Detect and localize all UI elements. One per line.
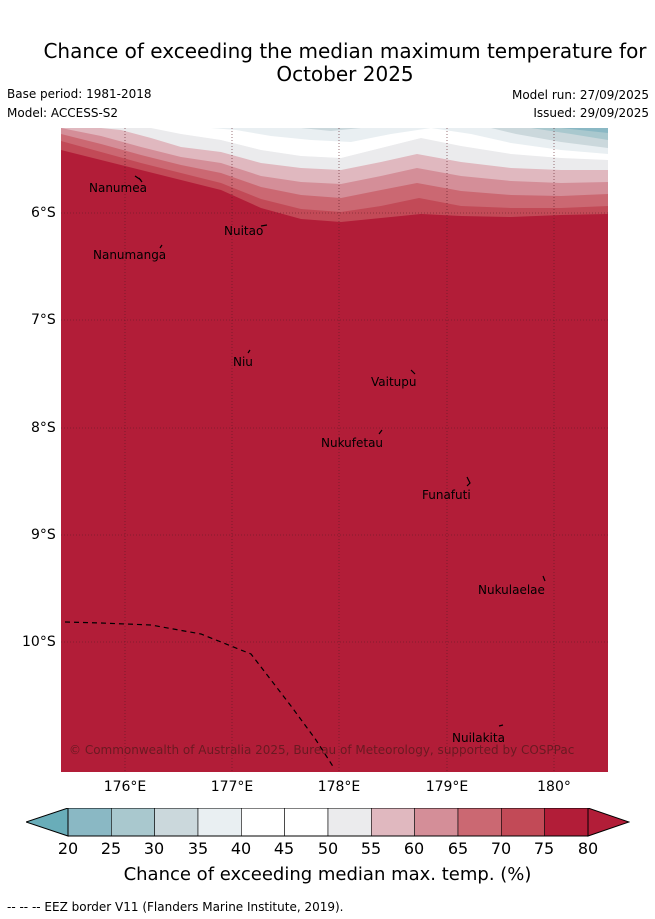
lon-tick-177e: 177°E [210, 779, 254, 795]
island-label-niu: Niu [233, 355, 253, 369]
island-shape-nuilakita [498, 724, 504, 727]
island-label-nukulaelae: Nukulaelae [478, 583, 545, 597]
colorbar-cell-75-80 [544, 808, 589, 837]
colorbar-cell-50-55 [327, 808, 372, 837]
colorbar-low-extension [26, 808, 69, 837]
colorbar-cell-45-50 [284, 808, 329, 837]
colorbar-cell-55-60 [371, 808, 415, 837]
colorbar-tick-60: 60 [403, 839, 425, 858]
model-run-date: Model run: 27/09/2025 [511, 88, 649, 102]
copyright-notice: © Commonwealth of Australia 2025, Bureau… [69, 743, 575, 757]
colorbar-tick-65: 65 [447, 839, 469, 858]
colorbar-tick-20: 20 [57, 839, 79, 858]
band-35 [531, 128, 608, 140]
island-label-nuitao: Nuitao [224, 224, 264, 238]
island-shape-nukulaelae [542, 575, 546, 582]
band-30 [561, 128, 608, 133]
colorbar-tick-35: 35 [187, 839, 209, 858]
colorbar-high-extension [587, 808, 630, 837]
lon-tick-178e: 178°E [317, 779, 361, 795]
title-line-2: October 2025 [276, 62, 414, 86]
colorbar-tick-75: 75 [533, 839, 555, 858]
colorbar-cell-40-45 [241, 808, 285, 837]
island-shape-funafuti [466, 476, 471, 487]
colorbar [26, 808, 630, 837]
island-shape-niu [247, 349, 251, 354]
colorbar-tick-50: 50 [317, 839, 339, 858]
colorbar-label: Chance of exceeding median max. temp. (%… [123, 864, 532, 885]
colorbar-outline [67, 808, 589, 837]
issued-date: Issued: 29/09/2025 [533, 106, 649, 120]
lon-tick-179e: 179°E [425, 779, 469, 795]
eez-footnote: -- -- -- EEZ border V11 (Flanders Marine… [7, 900, 344, 914]
island-label-nanumanga: Nanumanga [93, 248, 167, 262]
graticule [61, 128, 608, 772]
colorbar-cells [67, 808, 589, 837]
lat-tick-8s: 8°S [31, 420, 56, 436]
lat-tick-10s: 10°S [22, 634, 56, 650]
colorbar-cell-60-65 [414, 808, 459, 837]
colorbar-tick-40: 40 [230, 839, 252, 858]
lat-tick-6s: 6°S [31, 205, 56, 221]
chart-title: Chance of exceeding the median maximum t… [0, 40, 655, 86]
band-80 [61, 128, 608, 772]
island-shape-nuitao [260, 224, 268, 227]
colorbar-cell-30-35 [154, 808, 199, 837]
eez-border [64, 621, 335, 769]
title-line-1: Chance of exceeding the median maximum t… [43, 39, 647, 63]
island-shapes [134, 175, 546, 727]
base-period: Base period: 1981-2018 [7, 87, 152, 101]
island-shape-nukufetau [378, 429, 383, 435]
colorbar-tick-80: 80 [577, 839, 599, 858]
band-45 [211, 128, 608, 154]
colorbar-cell-65-70 [457, 808, 502, 837]
map-panel [61, 128, 608, 772]
model-name: Model: ACCESS-S2 [7, 106, 119, 120]
island-shape-nanumanga [159, 244, 163, 249]
island-label-nuilakita: Nuilakita [452, 731, 505, 745]
colorbar-cell-20-25 [67, 808, 112, 837]
colorbar-tick-45: 45 [273, 839, 295, 858]
island-label-vaitupu: Vaitupu [371, 375, 417, 389]
colorbar-tick-55: 55 [360, 839, 382, 858]
island-label-nukufetau: Nukufetau [321, 436, 384, 450]
colorbar-tick-30: 30 [143, 839, 165, 858]
probability-map [61, 128, 608, 772]
colorbar-tick-25: 25 [100, 839, 122, 858]
island-label-nanumea: Nanumea [89, 181, 147, 195]
lat-tick-7s: 7°S [31, 312, 56, 328]
island-shape-nanumea [134, 175, 143, 183]
lon-tick-176e: 176°E [103, 779, 147, 795]
band-40 [261, 128, 608, 148]
colorbar-tick-70: 70 [490, 839, 512, 858]
colorbar-cell-35-40 [197, 808, 242, 837]
lon-tick-180: 180° [537, 779, 571, 795]
island-label-funafuti: Funafuti [422, 488, 471, 502]
lat-tick-9s: 9°S [31, 527, 56, 543]
island-shape-vaitupu [410, 369, 416, 375]
colorbar-cell-70-75 [501, 808, 545, 837]
colorbar-cell-25-30 [111, 808, 155, 837]
